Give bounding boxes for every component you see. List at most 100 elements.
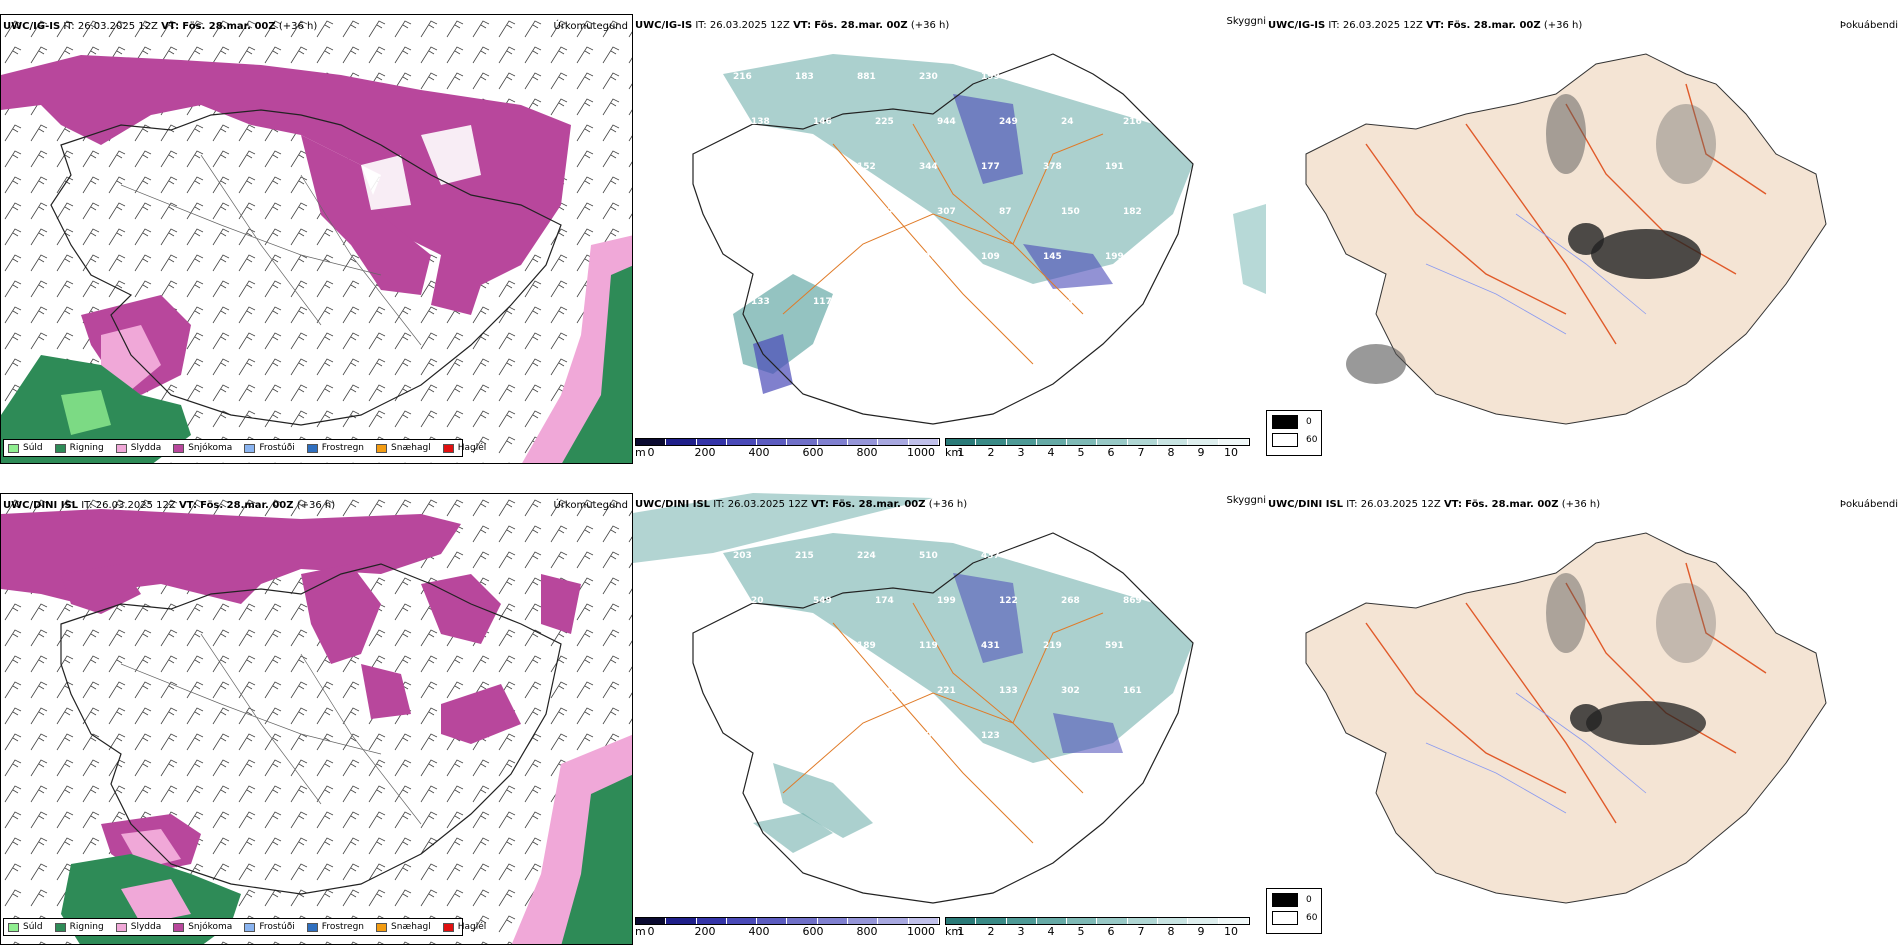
ceiling-value-label: 108 — [999, 297, 1018, 307]
colorbar-tick: 600 — [802, 446, 824, 459]
legend-item-snjokoma: Snjókoma — [173, 443, 232, 453]
ceiling-value-label: 510 — [919, 551, 938, 561]
ceiling-value-label: 280 — [875, 686, 894, 696]
colorbar-tick: 1 — [957, 446, 965, 459]
fog-map-2 — [1305, 532, 1827, 904]
precip-legend-2: Súld Rigning Slydda Snjókoma Frostúði Fr… — [3, 918, 486, 936]
ceiling-value-label: 249 — [999, 117, 1018, 127]
ceiling-value-label: 109 — [981, 252, 1000, 262]
legend-item-snaehagl: Snæhagl — [376, 443, 431, 453]
ceiling-value-label: 199 — [981, 72, 1000, 82]
ceiling-colorbar-ticks: m 0 200 400 600 800 1000 — [635, 925, 940, 938]
colorbar-swatch — [1097, 439, 1128, 445]
fog-map-1 — [1305, 53, 1827, 425]
ceiling-value-label: 133 — [999, 686, 1018, 696]
ceiling-value-label: 219 — [1043, 641, 1062, 651]
ceiling-value-label: 138 — [751, 117, 770, 127]
colorbar-tick: 6 — [1107, 446, 1115, 459]
ceiling-panel-1: 216 183 881 230 199 229 216 138 146 225 944 249 24 21… — [633, 14, 1266, 464]
colorbar-swatch — [878, 918, 909, 924]
visibility-colorbar-swatches — [945, 917, 1250, 925]
ceiling-value-label: 99 — [875, 297, 888, 307]
colorbar-unit: m — [635, 925, 646, 938]
ceiling-value-label: 944 — [937, 117, 956, 127]
colorbar-swatch — [1127, 918, 1159, 924]
colorbar-swatch — [908, 918, 939, 924]
ceiling-value-label: 113 — [733, 252, 752, 262]
colorbar-swatch — [1067, 918, 1098, 924]
fog-legend-2: 0 60 — [1266, 888, 1322, 934]
precip-panel-1: UWC/IG-IS IT: 26.03.2025 12Z VT: Fös. 28… — [0, 14, 633, 464]
colorbar-swatch — [636, 918, 667, 924]
precip-header-2: UWC/DINI ISL IT: 26.03.2025 12Z VT: Fös.… — [3, 500, 336, 511]
ceiling-colorbar-swatches — [635, 917, 940, 925]
ceiling-value-label: 230 — [919, 72, 938, 82]
ceiling-value-label: 122 — [937, 297, 956, 307]
ceiling-value-label: 89 — [1123, 297, 1136, 307]
colorbar-tick: 4 — [1047, 925, 1055, 938]
colorbar-tick: 5 — [1077, 925, 1085, 938]
ceiling-value-label: 145 — [1043, 252, 1062, 262]
colorbar-swatch — [1067, 439, 1098, 445]
ceiling-header-2: UWC/DINI ISL IT: 26.03.2025 12Z VT: Fös.… — [635, 499, 968, 510]
fog-legend-1: 0 60 — [1266, 410, 1322, 456]
ceiling-value-label: 24 — [1061, 117, 1074, 127]
colorbar-tick: 0 — [647, 925, 655, 938]
colorbar-swatch — [1006, 439, 1037, 445]
ceiling-value-label: 680 — [751, 686, 770, 696]
colorbar-unit: km — [945, 925, 963, 938]
ceiling-value-label: 145 — [795, 252, 814, 262]
colorbar-swatch — [666, 439, 697, 445]
ceiling-value-label: 203 — [733, 551, 752, 561]
legend-item-rigning: Rigning — [54, 922, 104, 932]
ceiling-map-2: 203 215 224 510 437 166 163 20 549 174 199 122 268 86… — [633, 493, 1194, 904]
ceiling-value-label: 20 — [751, 596, 764, 606]
ceiling-value-label: 191 — [1105, 162, 1124, 172]
colorbar-swatch — [1036, 918, 1068, 924]
ceiling-colorbar-2: m 0 200 400 600 800 1000 — [635, 917, 940, 938]
colorbar-tick: 1000 — [907, 446, 935, 459]
colorbar-swatch — [1188, 918, 1219, 924]
precip-map-1 — [1, 15, 632, 463]
ceiling-value-label: 166 — [1043, 551, 1062, 561]
ceiling-value-label: 133 — [751, 297, 770, 307]
colorbar-tick: 8 — [1167, 446, 1175, 459]
colorbar-tick: 6 — [1107, 925, 1115, 938]
ceiling-title-2: Skyggni — [1226, 495, 1266, 506]
ceiling-value-label: 321 — [795, 641, 814, 651]
colorbar-tick: 10 — [1224, 925, 1238, 938]
ceiling-value-label: 215 — [795, 551, 814, 561]
colorbar-swatch — [908, 439, 939, 445]
colorbar-swatch — [1158, 439, 1189, 445]
colorbar-swatch — [1006, 918, 1037, 924]
colorbar-swatch — [1188, 439, 1219, 445]
colorbar-swatch — [666, 918, 697, 924]
colorbar-tick: 600 — [802, 925, 824, 938]
colorbar-swatch — [848, 918, 879, 924]
ceiling-value-label: 302 — [1061, 686, 1080, 696]
colorbar-swatch — [976, 918, 1007, 924]
ceiling-value-label: 881 — [857, 72, 876, 82]
colorbar-swatch — [1127, 439, 1159, 445]
fog-header-2: UWC/DINI ISL IT: 26.03.2025 12Z VT: Fös.… — [1268, 499, 1601, 510]
visibility-colorbar-swatches — [945, 438, 1250, 446]
colorbar-swatch — [696, 918, 727, 924]
colorbar-swatch — [1036, 439, 1068, 445]
legend-item-frostregn: Frostregn — [306, 443, 364, 453]
colorbar-swatch — [1218, 918, 1249, 924]
legend-item-frostudi: Frostúði — [244, 443, 295, 453]
precip-map-2 — [1, 494, 632, 944]
fog-panel-1: UWC/IG-IS IT: 26.03.2025 12Z VT: Fös. 28… — [1266, 14, 1900, 464]
colorbar-tick: 400 — [748, 446, 770, 459]
ceiling-value-label: 378 — [1043, 162, 1062, 172]
ceiling-labels-1: 216 183 881 230 199 229 216 138 146 225 944 249 24 21… — [733, 72, 1142, 307]
colorbar-tick: 9 — [1197, 446, 1205, 459]
colorbar-unit: km — [945, 446, 963, 459]
colorbar-swatch — [726, 439, 758, 445]
ceiling-value-label: 199 — [937, 596, 956, 606]
legend-item-frostudi: Frostúði — [244, 922, 295, 932]
colorbar-tick: 0 — [647, 446, 655, 459]
colorbar-swatch — [946, 918, 977, 924]
ceiling-title-1: Skyggni — [1226, 16, 1266, 27]
precip-panel-2: UWC/DINI ISL IT: 26.03.2025 12Z VT: Fös.… — [0, 493, 633, 945]
